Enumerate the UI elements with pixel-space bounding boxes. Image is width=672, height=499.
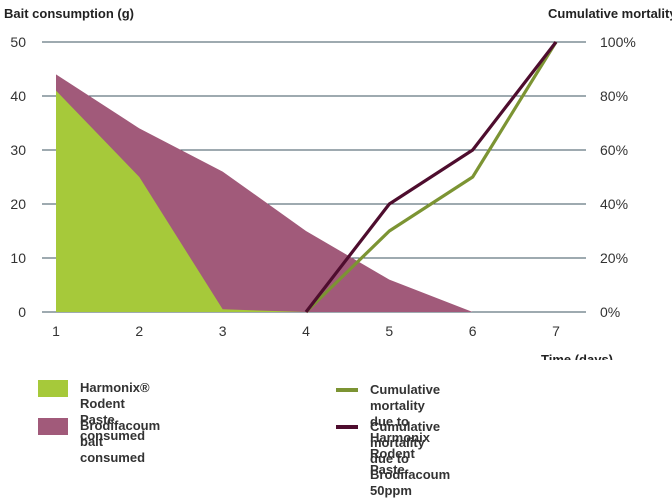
area-series [56, 74, 473, 313]
y-tick-right: 20% [600, 250, 628, 266]
line-series [304, 41, 558, 314]
y-tick-right: 0% [600, 304, 620, 320]
x-tick: 4 [302, 323, 310, 339]
y-tick-left: 0 [18, 304, 26, 320]
y-tick-left: 20 [10, 196, 26, 212]
y-axis-left-ticks: 0 10 20 30 40 50 [10, 34, 26, 320]
legend-label-brodifacoum-line-2: Brodifacoum 50ppm [370, 467, 451, 498]
legend-label-brodifacoum-area: Brodifacoum bait consumed [80, 418, 161, 465]
y-tick-left: 30 [10, 142, 26, 158]
y-axis-right-title: Cumulative mortality [548, 6, 672, 21]
y-tick-right: 60% [600, 142, 628, 158]
legend-swatch-harmonix-area [38, 380, 68, 397]
y-tick-left: 40 [10, 88, 26, 104]
y-axis-left-title: Bait consumption (g) [4, 6, 134, 21]
x-axis-ticks: 1 2 3 4 5 6 7 [52, 323, 560, 339]
x-tick: 5 [385, 323, 393, 339]
x-tick: 6 [469, 323, 477, 339]
legend-item-harmonix-area: Harmonix® Rodent Paste consumed [38, 380, 150, 444]
legend-swatch-harmonix-line [336, 388, 358, 392]
x-tick: 2 [135, 323, 143, 339]
legend-swatch-brodifacoum-line [336, 425, 358, 429]
y-tick-left: 10 [10, 250, 26, 266]
y-tick-right: 100% [600, 34, 636, 50]
legend-item-brodifacoum-area: Brodifacoum bait consumed [38, 418, 160, 466]
x-tick: 7 [552, 323, 560, 339]
legend-label-brodifacoum-line-1: Cumulative mortality due to [370, 419, 441, 466]
legend-swatch-brodifacoum-area [38, 418, 68, 435]
legend-label-harmonix-line-1: Cumulative mortality due to [370, 382, 441, 429]
line-cumulative-mortality-due-to-harmonix-rodent-paste [304, 41, 558, 314]
y-axis-right-ticks: 0% 20% 40% 60% 80% 100% [600, 34, 636, 320]
legend-item-brodifacoum-line: Cumulative mortality due to Brodifacoum … [336, 419, 450, 499]
line-cumulative-mortality-due-to-brodifacoum-50ppm [304, 41, 558, 313]
x-tick: 1 [52, 323, 60, 339]
legend-label-harmonix-area: Harmonix® Rodent Paste consumed [80, 380, 150, 443]
x-tick: 3 [219, 323, 227, 339]
y-tick-right: 40% [600, 196, 628, 212]
chart: Bait consumption (g) Cumulative mortalit… [4, 6, 672, 360]
y-tick-left: 50 [10, 34, 26, 50]
area-harmonix-rodent-paste-consumed [56, 90, 306, 312]
y-tick-right: 80% [600, 88, 628, 104]
x-axis-title: Time (days) [541, 352, 613, 360]
